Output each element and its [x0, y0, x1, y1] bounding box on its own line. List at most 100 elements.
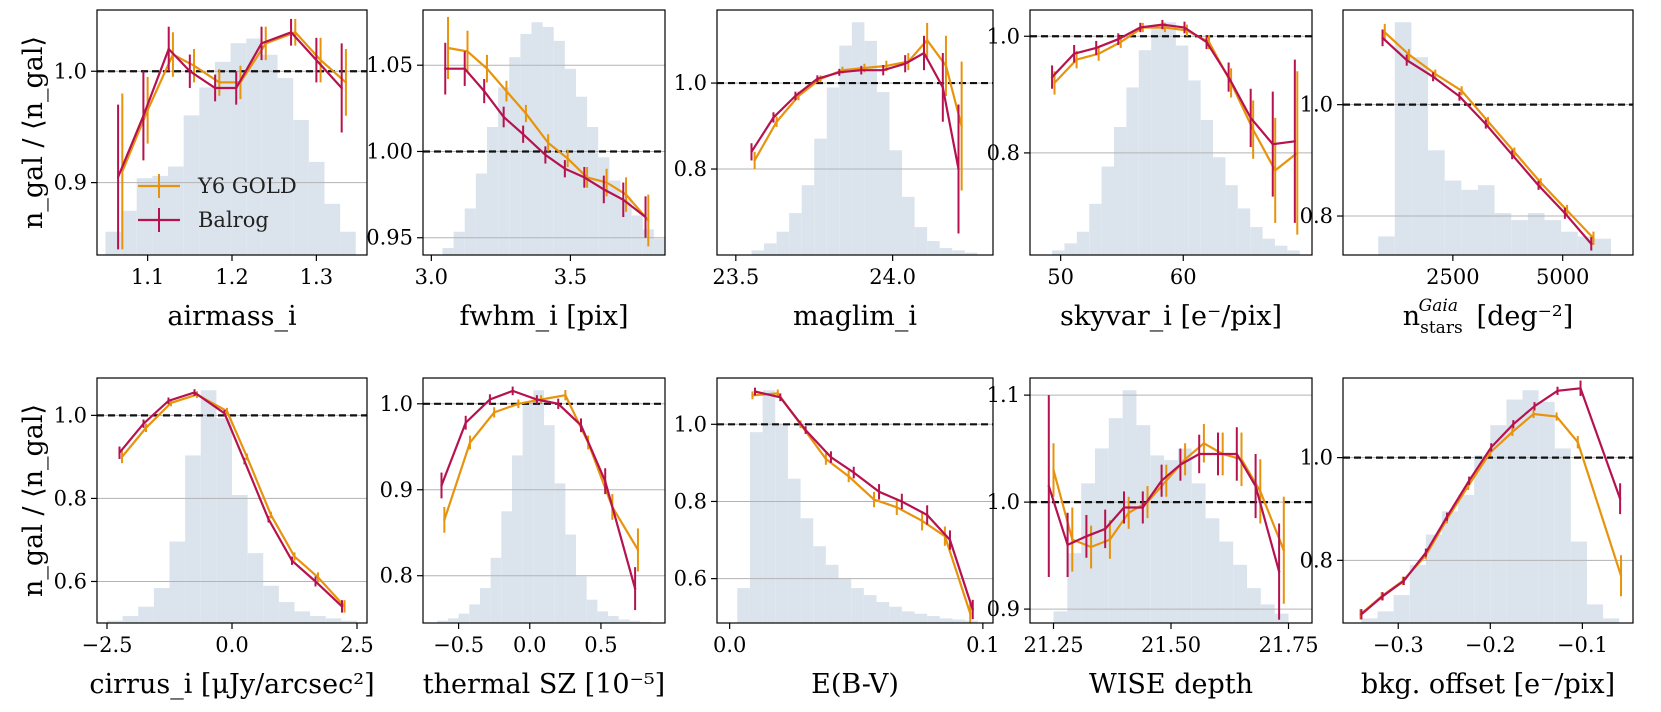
x-axis-label: E(B-V) [811, 669, 899, 700]
x-tick-label: 0.0 [513, 633, 546, 657]
hist-bar [277, 78, 294, 255]
y-tick-label: 0.95 [366, 226, 413, 250]
hist-bar [501, 511, 512, 623]
axes-frame [1342, 377, 1634, 624]
hist-bar [464, 208, 476, 255]
data-point [1537, 184, 1540, 187]
data-point [882, 68, 885, 72]
data-point [267, 517, 270, 521]
data-point [969, 612, 972, 615]
hist-bar [576, 576, 587, 623]
hist-bar [864, 40, 877, 255]
hist-bar [121, 210, 137, 255]
hist-bar [826, 87, 840, 255]
hist-bar [308, 161, 325, 255]
data-point [750, 150, 753, 154]
hist-bar [325, 618, 342, 623]
data-point [604, 479, 607, 483]
data-point [1532, 412, 1535, 416]
x-tick-label: 21.25 [1023, 633, 1083, 657]
data-point [1072, 52, 1076, 55]
data-point [1271, 142, 1274, 146]
data-point [1259, 490, 1262, 493]
hist-bar [490, 557, 502, 623]
data-point [872, 498, 876, 501]
plot-area [717, 387, 993, 623]
data-point [1207, 40, 1211, 44]
hist-bar [185, 455, 201, 623]
axes-frame [1342, 9, 1634, 256]
hist-bar [814, 138, 827, 255]
data-point [1205, 40, 1208, 44]
data-point [1127, 511, 1130, 515]
series-line-balrog [754, 390, 974, 610]
data-point [1576, 441, 1579, 444]
hist-bar [751, 250, 765, 255]
hist-bar [863, 595, 877, 623]
hist-bar [586, 599, 598, 623]
hist-bar [1225, 185, 1238, 255]
x-axis-label-rest: [deg⁻²] [1468, 301, 1573, 332]
data-point [142, 422, 145, 425]
data-point [1179, 463, 1182, 466]
hist-bar [927, 616, 940, 623]
data-point [1254, 484, 1257, 488]
y-tick-label: 1.05 [366, 53, 413, 77]
hist-bar [1393, 595, 1410, 623]
hist-bar [447, 618, 459, 623]
data-point [463, 67, 466, 70]
hist-bar [1274, 245, 1288, 255]
data-point [1249, 116, 1252, 120]
data-point [344, 81, 348, 84]
y-tick-label: 0.8 [1300, 548, 1333, 572]
plot-area [97, 18, 367, 255]
data-point [794, 94, 797, 98]
data-point [443, 518, 446, 522]
panel-8: 21.25 21.50 21.75 0.9 1.0 1.1 WISE depth [987, 377, 1319, 700]
hist-bar [1377, 611, 1394, 623]
hist-bar [609, 180, 621, 255]
hist-bar [1163, 22, 1176, 255]
data-point [1513, 150, 1516, 154]
data-point [971, 608, 974, 611]
data-point [922, 51, 926, 55]
hist-bar [952, 250, 965, 255]
data-point [235, 86, 238, 90]
hist-bar [839, 45, 852, 255]
data-point [1050, 75, 1054, 79]
x-tick-label: −0.2 [1465, 633, 1516, 657]
legend: Y6 GOLD Balrog [138, 174, 297, 232]
hist-bar [737, 588, 750, 623]
hist-bar [458, 613, 470, 623]
data-point [753, 159, 756, 162]
x-axis-label-sub: stars [1420, 318, 1463, 338]
hist-bar [618, 619, 630, 623]
hist-bar [278, 602, 295, 623]
x-tick-label: 0.1 [966, 633, 999, 657]
hist-bar [762, 390, 776, 623]
hist-bar [1428, 150, 1445, 255]
data-point [192, 64, 196, 67]
data-point [1216, 452, 1220, 456]
data-point [633, 587, 637, 590]
hist-bar [1250, 227, 1263, 255]
hist-bar [1188, 80, 1201, 255]
data-point [925, 38, 929, 42]
data-point [343, 605, 346, 608]
data-point [488, 398, 492, 401]
data-point [847, 475, 850, 478]
hist-bar [1511, 220, 1528, 255]
y-tick-label: 0.9 [54, 171, 87, 195]
hist-bar [1461, 189, 1478, 255]
hist-bar [509, 57, 521, 255]
hist-bar [1213, 157, 1226, 255]
data-point [1108, 538, 1112, 541]
hist-bar [620, 199, 632, 255]
data-point [622, 198, 625, 201]
data-point [468, 441, 472, 444]
series-line-balrog [118, 391, 343, 608]
plot-area [423, 386, 665, 623]
hist-bar [629, 620, 641, 623]
hist-bar [1554, 448, 1571, 623]
data-point [167, 399, 170, 403]
